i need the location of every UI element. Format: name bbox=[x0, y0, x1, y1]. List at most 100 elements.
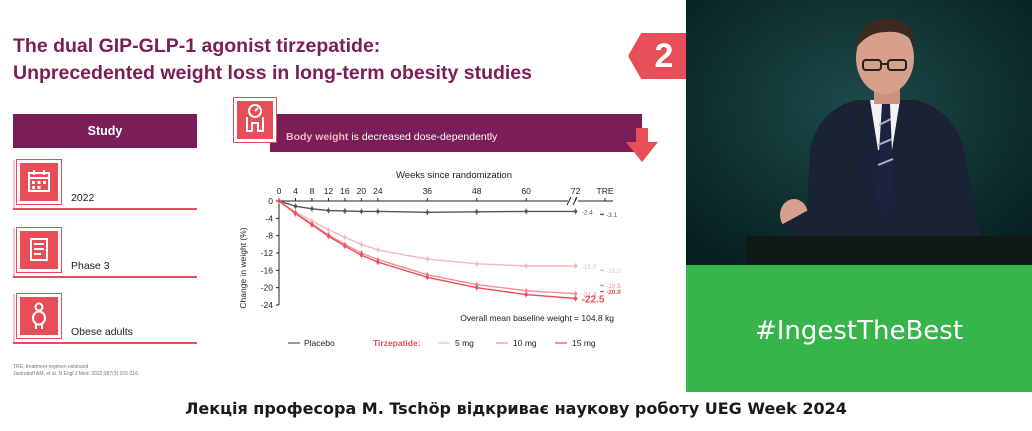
data-point bbox=[475, 262, 479, 266]
chart-axes bbox=[276, 196, 613, 306]
slide-title-line2: Unprecedented weight loss in long-term o… bbox=[13, 62, 532, 84]
data-point bbox=[343, 209, 347, 213]
chart-legend: Placebo Tirzepatide: 5 mg 10 mg 15 mg bbox=[288, 338, 596, 348]
x-tick-label: 0 bbox=[277, 186, 282, 196]
legend-drug: Tirzepatide: bbox=[373, 338, 421, 348]
data-point bbox=[326, 227, 331, 232]
y-tick-labels: 0 -4 -8 -12 -16 -20 -24 bbox=[261, 196, 274, 310]
x-tick-label: 16 bbox=[340, 186, 350, 196]
data-point bbox=[310, 207, 314, 211]
x-tick-label: TRE bbox=[597, 186, 614, 196]
series-end-label: -15.0 bbox=[582, 264, 597, 271]
slide-number: 2 bbox=[654, 37, 674, 75]
data-point bbox=[310, 219, 314, 223]
data-point bbox=[475, 285, 479, 290]
x-tick-label: 8 bbox=[310, 186, 315, 196]
y-tick-label: -8 bbox=[265, 231, 273, 241]
data-point bbox=[573, 264, 578, 268]
footnote-reference: Jastreboff AM, et al. N Engl J Med. 2022… bbox=[13, 371, 140, 377]
study-item-phase: Phase 3 bbox=[13, 228, 197, 278]
series-end-label: -2.4 bbox=[582, 209, 594, 216]
axis-break bbox=[572, 196, 578, 206]
y-tick-label: 0 bbox=[268, 196, 273, 206]
data-point bbox=[293, 204, 298, 208]
body-weight-banner bbox=[270, 114, 642, 152]
data-point bbox=[376, 260, 380, 264]
x-tick-label: 48 bbox=[472, 186, 482, 196]
speaker-image bbox=[686, 0, 1032, 265]
baseline-note: Overall mean baseline weight = 104.8 kg bbox=[460, 313, 614, 323]
data-point bbox=[343, 235, 347, 240]
x-tick-label: 72 bbox=[571, 186, 581, 196]
legend-5mg: 5 mg bbox=[455, 338, 474, 348]
data-point bbox=[359, 253, 364, 257]
x-tick-label: 24 bbox=[373, 186, 383, 196]
slide-title-line1: The dual GIP-GLP-1 agonist tirzepatide: bbox=[13, 35, 381, 57]
x-tick-labels: 0 4 8 12 16 20 24 36 48 60 72 TRE bbox=[277, 186, 614, 196]
chart-series: -2.4 -3.1 -15.0 -16.0 -21.4 -19.5-22.5-20.9 bbox=[277, 198, 621, 306]
x-tick-label: 20 bbox=[357, 186, 367, 196]
banner-text: Body weight is decreased dose-dependentl… bbox=[286, 131, 497, 143]
study-item-label: 2022 bbox=[71, 192, 95, 204]
study-item-year: 2022 bbox=[13, 160, 197, 210]
y-tick-label: -16 bbox=[261, 265, 274, 275]
branding-band bbox=[686, 265, 1032, 392]
legend-15mg: 15 mg bbox=[572, 338, 596, 348]
chart-title: Weeks since randomization bbox=[396, 170, 512, 181]
y-tick-label: -4 bbox=[265, 213, 273, 223]
banner-rest: is decreased dose-dependently bbox=[348, 131, 498, 143]
legend-10mg: 10 mg bbox=[513, 338, 537, 348]
tre-label: -3.1 bbox=[606, 212, 618, 219]
data-point bbox=[293, 211, 298, 216]
data-point bbox=[524, 264, 528, 268]
divider bbox=[13, 160, 15, 210]
data-point bbox=[573, 209, 578, 214]
x-tick-label: 4 bbox=[293, 186, 298, 196]
slide-title: The dual GIP-GLP-1 agonist tirzepatide: … bbox=[13, 33, 532, 87]
data-point bbox=[425, 275, 430, 279]
calendar-icon bbox=[17, 160, 61, 204]
data-point bbox=[524, 292, 528, 297]
banner-highlight: Body weight bbox=[286, 131, 349, 143]
axis-break bbox=[566, 196, 572, 206]
image-caption: Лекція професора M. Tschöp відкриває нау… bbox=[185, 399, 847, 418]
data-point bbox=[310, 223, 314, 227]
divider bbox=[13, 294, 15, 344]
x-tick-label: 60 bbox=[521, 186, 531, 196]
data-point bbox=[475, 210, 479, 214]
document-icon bbox=[17, 228, 61, 272]
series-end-label: -22.5 bbox=[582, 295, 605, 306]
data-point bbox=[573, 296, 578, 301]
data-point bbox=[376, 248, 380, 252]
footnote-abbreviation: TRE, treatment-regimen estimand bbox=[13, 364, 89, 370]
divider bbox=[13, 342, 197, 344]
data-point bbox=[524, 209, 528, 214]
data-point bbox=[573, 292, 578, 296]
slide-number-badge: 2 bbox=[628, 33, 686, 79]
tre-label: -16.0 bbox=[606, 268, 621, 275]
presentation-slide: The dual GIP-GLP-1 agonist tirzepatide: … bbox=[13, 33, 686, 377]
legend-placebo: Placebo bbox=[304, 338, 335, 348]
y-tick-label: -12 bbox=[261, 248, 274, 258]
data-point bbox=[524, 289, 528, 293]
data-point bbox=[475, 282, 479, 287]
tre-label: -19.5 bbox=[606, 283, 621, 290]
data-point bbox=[425, 210, 430, 214]
y-axis-label: Change in weight (%) bbox=[238, 227, 248, 308]
data-point bbox=[326, 208, 331, 213]
x-tick-label: 12 bbox=[324, 186, 334, 196]
study-item-label: Phase 3 bbox=[71, 260, 110, 272]
weight-change-chart: Weeks since randomization 0 4 8 12 16 20 24 36 4… bbox=[238, 170, 621, 348]
data-point bbox=[376, 209, 380, 214]
speaker-video: #IngestTheBest bbox=[686, 0, 1032, 392]
data-point bbox=[326, 234, 331, 238]
series-end-label: -21.4 bbox=[582, 292, 597, 299]
data-point bbox=[359, 209, 364, 214]
data-point bbox=[425, 257, 430, 261]
x-tick-label: 36 bbox=[423, 186, 433, 196]
study-header: Study bbox=[13, 114, 197, 148]
event-hashtag: #IngestTheBest bbox=[754, 316, 964, 346]
tre-label: -20.9 bbox=[606, 289, 621, 296]
person-icon bbox=[17, 294, 61, 338]
data-point bbox=[343, 244, 347, 248]
